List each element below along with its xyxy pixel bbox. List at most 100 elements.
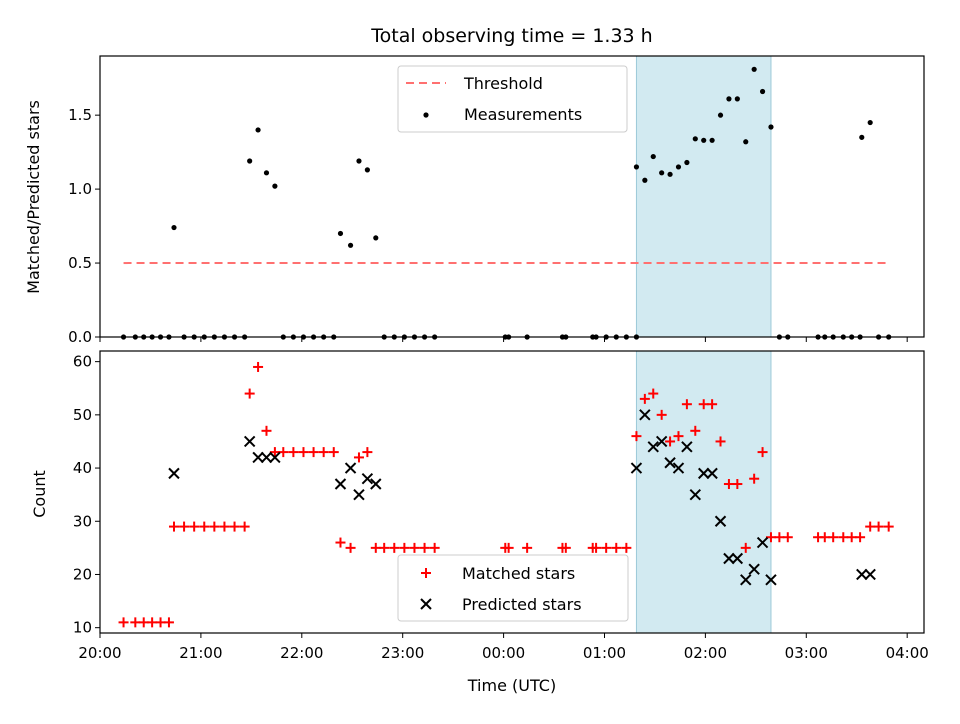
predicted-stars-point: [697, 467, 710, 480]
x-tick-label: 03:00: [785, 644, 828, 662]
predicted-stars-point: [630, 462, 643, 474]
matched-stars-point: [648, 388, 659, 399]
matched-stars-point: [308, 447, 319, 458]
matched-stars-point: [707, 399, 718, 410]
matched-stars-point: [239, 521, 250, 532]
measurement-point: [373, 235, 379, 241]
matched-stars-point: [611, 542, 622, 553]
measurement-point: [356, 158, 362, 164]
top-legend: Threshold Measurements: [397, 65, 628, 133]
matched-stars-point: [244, 388, 255, 399]
predicted-stars-point: [740, 574, 752, 586]
matched-stars-point: [138, 617, 149, 628]
x-tick-label: 20:00: [78, 644, 121, 662]
x-marker-b: [740, 574, 752, 586]
measurement-point: [768, 124, 774, 130]
x-marker-b: [420, 598, 432, 610]
matched-stars-point: [560, 542, 571, 553]
measurement-point: [734, 96, 740, 102]
x-marker-b: [647, 441, 659, 453]
x-tick-label: 23:00: [381, 644, 424, 662]
matched-stars-point: [168, 521, 179, 532]
matched-stars-point: [855, 532, 866, 543]
measurement-point: [633, 164, 640, 170]
matched-stars-point: [631, 431, 642, 442]
matched-stars-point: [269, 447, 280, 458]
top-panel: 0.0 0.5 1.0 1.5 Matched/Predicted stars Thr…: [24, 55, 925, 346]
matched-stars-point: [749, 473, 760, 484]
predicted-stars-point: [731, 552, 744, 565]
matched-stars-point: [828, 532, 839, 543]
matched-stars-point: [419, 542, 430, 553]
measurement-point: [659, 170, 665, 176]
x-marker-b: [681, 441, 693, 453]
predicted-stars-point: [361, 472, 374, 485]
legend-box: [397, 554, 629, 622]
x-tick-label: 21:00: [179, 644, 222, 662]
matched-stars-point: [409, 542, 420, 553]
matched-stars-point: [370, 542, 381, 553]
measurement-point: [263, 170, 270, 176]
measurement-point: [684, 159, 690, 166]
predicted-stars-point: [269, 451, 281, 464]
matched-stars-point: [389, 542, 400, 553]
matched-stars-point: [883, 521, 894, 532]
x-marker-b: [334, 478, 347, 490]
predicted-stars-point: [655, 435, 668, 448]
x-marker-b: [714, 515, 727, 527]
measurement-point: [675, 164, 682, 170]
measurement-point: [642, 177, 648, 183]
x-marker-b: [664, 457, 676, 469]
measurement-point: [347, 242, 354, 248]
x-marker-b: [697, 467, 710, 480]
measurement-point: [717, 112, 724, 118]
matched-stars-point: [189, 521, 200, 532]
x-tick-label: 22:00: [280, 644, 323, 662]
matched-stars-point: [147, 617, 158, 628]
top-y-axis-label: Matched/Predicted stars: [24, 100, 43, 294]
x-tick-label: 00:00: [482, 644, 525, 662]
matched-stars-point: [782, 532, 793, 543]
x-marker-b: [756, 536, 769, 549]
x-marker-b: [344, 462, 357, 474]
matched-stars-point: [601, 542, 612, 553]
measurement-point: [650, 153, 656, 160]
x-marker-b: [260, 451, 273, 464]
matched-stars-point: [765, 532, 776, 543]
x-marker-b: [353, 488, 365, 501]
predicted-stars-point: [714, 515, 727, 527]
predicted-stars-point: [252, 451, 264, 464]
measurement-point: [667, 171, 673, 177]
x-tick-label: 01:00: [583, 644, 626, 662]
x-marker-b: [269, 451, 281, 464]
predicted-stars-point: [681, 441, 693, 453]
matched-stars-point: [278, 447, 289, 458]
x-marker-b: [748, 563, 760, 575]
legend-box: [397, 65, 628, 133]
x-marker-b: [672, 462, 685, 474]
matched-stars-point: [698, 399, 709, 410]
matched-stars-point: [639, 393, 650, 404]
predicted-stars-point: [168, 467, 180, 480]
matched-stars-point: [723, 479, 734, 490]
matched-stars-point: [179, 521, 190, 532]
x-marker-b: [655, 435, 668, 448]
matched-stars-point: [665, 436, 676, 447]
matched-stars-point: [229, 521, 240, 532]
measurement-point: [726, 96, 732, 102]
legend-predicted-swatch: [420, 598, 432, 610]
predicted-stars-point: [765, 574, 777, 586]
matched-stars-point: [362, 447, 373, 458]
measurement-point: [867, 119, 873, 126]
matched-stars-point: [328, 447, 339, 458]
y-tick-label: 10: [73, 619, 92, 637]
matched-stars-point: [819, 532, 830, 543]
matched-stars-point: [345, 542, 356, 553]
predicted-stars-point: [664, 457, 676, 469]
matched-stars-point: [219, 521, 230, 532]
predicted-stars-point: [856, 568, 868, 581]
predicted-stars-point: [243, 435, 256, 448]
chart-title: Total observing time = 1.33 h: [370, 25, 652, 47]
predicted-stars-point: [723, 552, 735, 565]
predicted-stars-point: [748, 563, 760, 575]
